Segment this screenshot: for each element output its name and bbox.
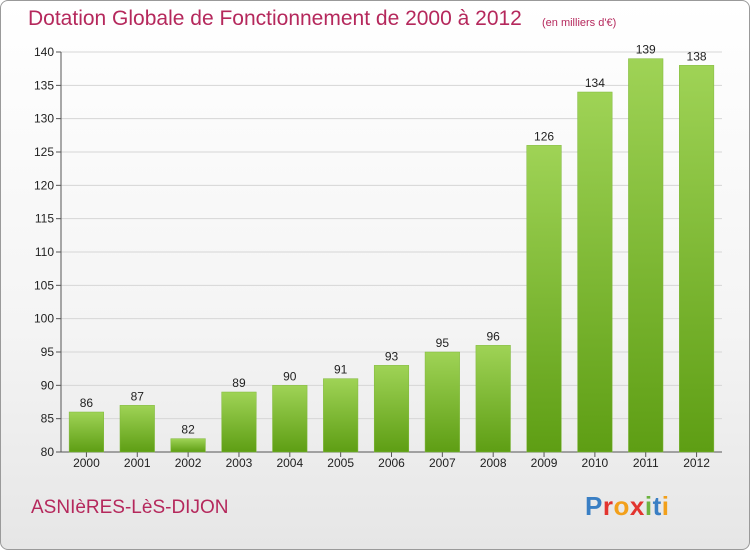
bar-2009 — [526, 145, 562, 453]
x-tick-label: 2003 — [226, 456, 253, 470]
x-tick-label: 2010 — [582, 456, 609, 470]
chart-units: (en milliers d'€) — [542, 17, 617, 29]
axes: 80 85 90 95 100 105 110 115 120 125 130 135 140 2000 2… — [34, 45, 722, 470]
bar-value-label: 91 — [334, 363, 348, 377]
bar-value-label: 138 — [687, 49, 707, 63]
proxiti-logo[interactable]: Proxiti — [585, 491, 670, 521]
x-tick-label: 2002 — [175, 456, 202, 470]
bar-value-label: 134 — [585, 76, 605, 90]
y-tick-label: 90 — [41, 378, 55, 392]
bar-value-label: 139 — [636, 43, 656, 57]
bar-labels: 86 87 82 89 90 91 93 95 96 126 134 139 138 — [80, 43, 707, 437]
bar-value-label: 90 — [283, 369, 297, 383]
y-tick-label: 130 — [34, 112, 54, 126]
x-tick-label: 2009 — [531, 456, 558, 470]
bar-2002 — [170, 438, 206, 453]
bar-2004 — [272, 385, 308, 453]
y-tick-label: 125 — [34, 145, 54, 159]
bar-value-label: 93 — [385, 349, 399, 363]
bar-2007 — [424, 351, 460, 453]
y-tick-label: 95 — [41, 345, 55, 359]
commune-name: ASNIèRES-LèS-DIJON — [31, 497, 229, 518]
bar-2003 — [221, 391, 257, 453]
y-tick-label: 85 — [41, 412, 55, 426]
bar-2006 — [373, 365, 410, 453]
y-tick-label: 115 — [35, 212, 54, 226]
y-tick-label: 110 — [35, 245, 54, 259]
bar-value-label: 87 — [131, 389, 145, 403]
x-tick-label: 2008 — [480, 456, 507, 470]
y-tick-label: 140 — [34, 45, 54, 59]
x-tick-label: 2000 — [73, 456, 100, 470]
x-tick-label: 2007 — [429, 456, 456, 470]
bar-value-label: 89 — [232, 376, 246, 390]
bar-2000 — [68, 411, 104, 453]
x-tick-label: 2001 — [124, 456, 151, 470]
x-tick-label: 2005 — [327, 456, 354, 470]
bar-value-label: 96 — [487, 329, 501, 343]
bar-2010 — [577, 91, 613, 453]
y-tick-label: 105 — [34, 278, 54, 292]
y-tick-label: 135 — [34, 78, 54, 92]
y-tick-label: 80 — [41, 445, 55, 459]
x-tick-label: 2011 — [633, 456, 659, 470]
bar-value-label: 95 — [436, 336, 450, 350]
bar-value-label: 82 — [181, 423, 195, 437]
y-tick-label: 100 — [34, 312, 54, 326]
bar-2008 — [475, 345, 511, 453]
bar-2012 — [679, 65, 715, 453]
x-tick-label: 2006 — [378, 456, 405, 470]
bar-2001 — [119, 405, 155, 453]
y-tick-label: 120 — [34, 178, 54, 192]
x-tick-label: 2004 — [276, 456, 303, 470]
bar-value-label: 126 — [534, 129, 554, 143]
x-tick-label: 2012 — [683, 456, 710, 470]
bar-2005 — [323, 378, 359, 453]
bar-value-label: 86 — [80, 396, 94, 410]
bar-2011 — [628, 58, 664, 453]
bars — [68, 58, 715, 453]
chart-title: Dotation Globale de Fonctionnement de 20… — [28, 7, 522, 30]
